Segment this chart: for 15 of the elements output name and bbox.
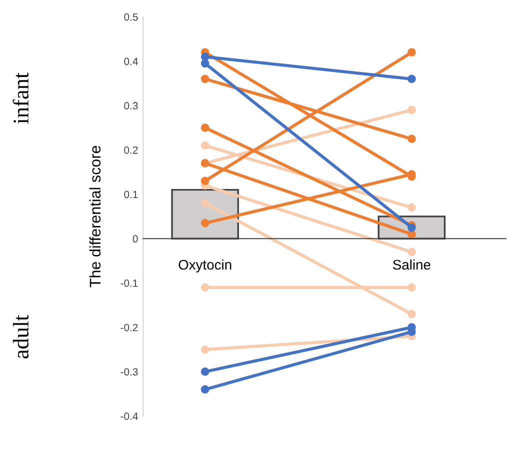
y-tick-label: 0 <box>132 235 138 243</box>
y-tick-label: 0.2 <box>124 146 138 154</box>
y-tick-label: -0.4 <box>120 412 138 420</box>
y-tick-label: -0.2 <box>120 324 138 332</box>
y-tick-label: 0.5 <box>124 13 138 21</box>
y-tick-label: 0.3 <box>124 102 138 110</box>
y-tick-label: 0.4 <box>124 58 138 66</box>
y-tick-label: -0.1 <box>120 279 138 287</box>
y-tick-label: 0.1 <box>124 190 138 198</box>
x-tick-label: Saline <box>393 259 430 270</box>
text: adult <box>12 314 29 358</box>
y-axis-title: The differential score <box>89 146 101 288</box>
y-tick-label: -0.3 <box>120 368 138 376</box>
text: infant <box>12 72 29 124</box>
x-tick-label: Oxytocin <box>178 259 232 272</box>
